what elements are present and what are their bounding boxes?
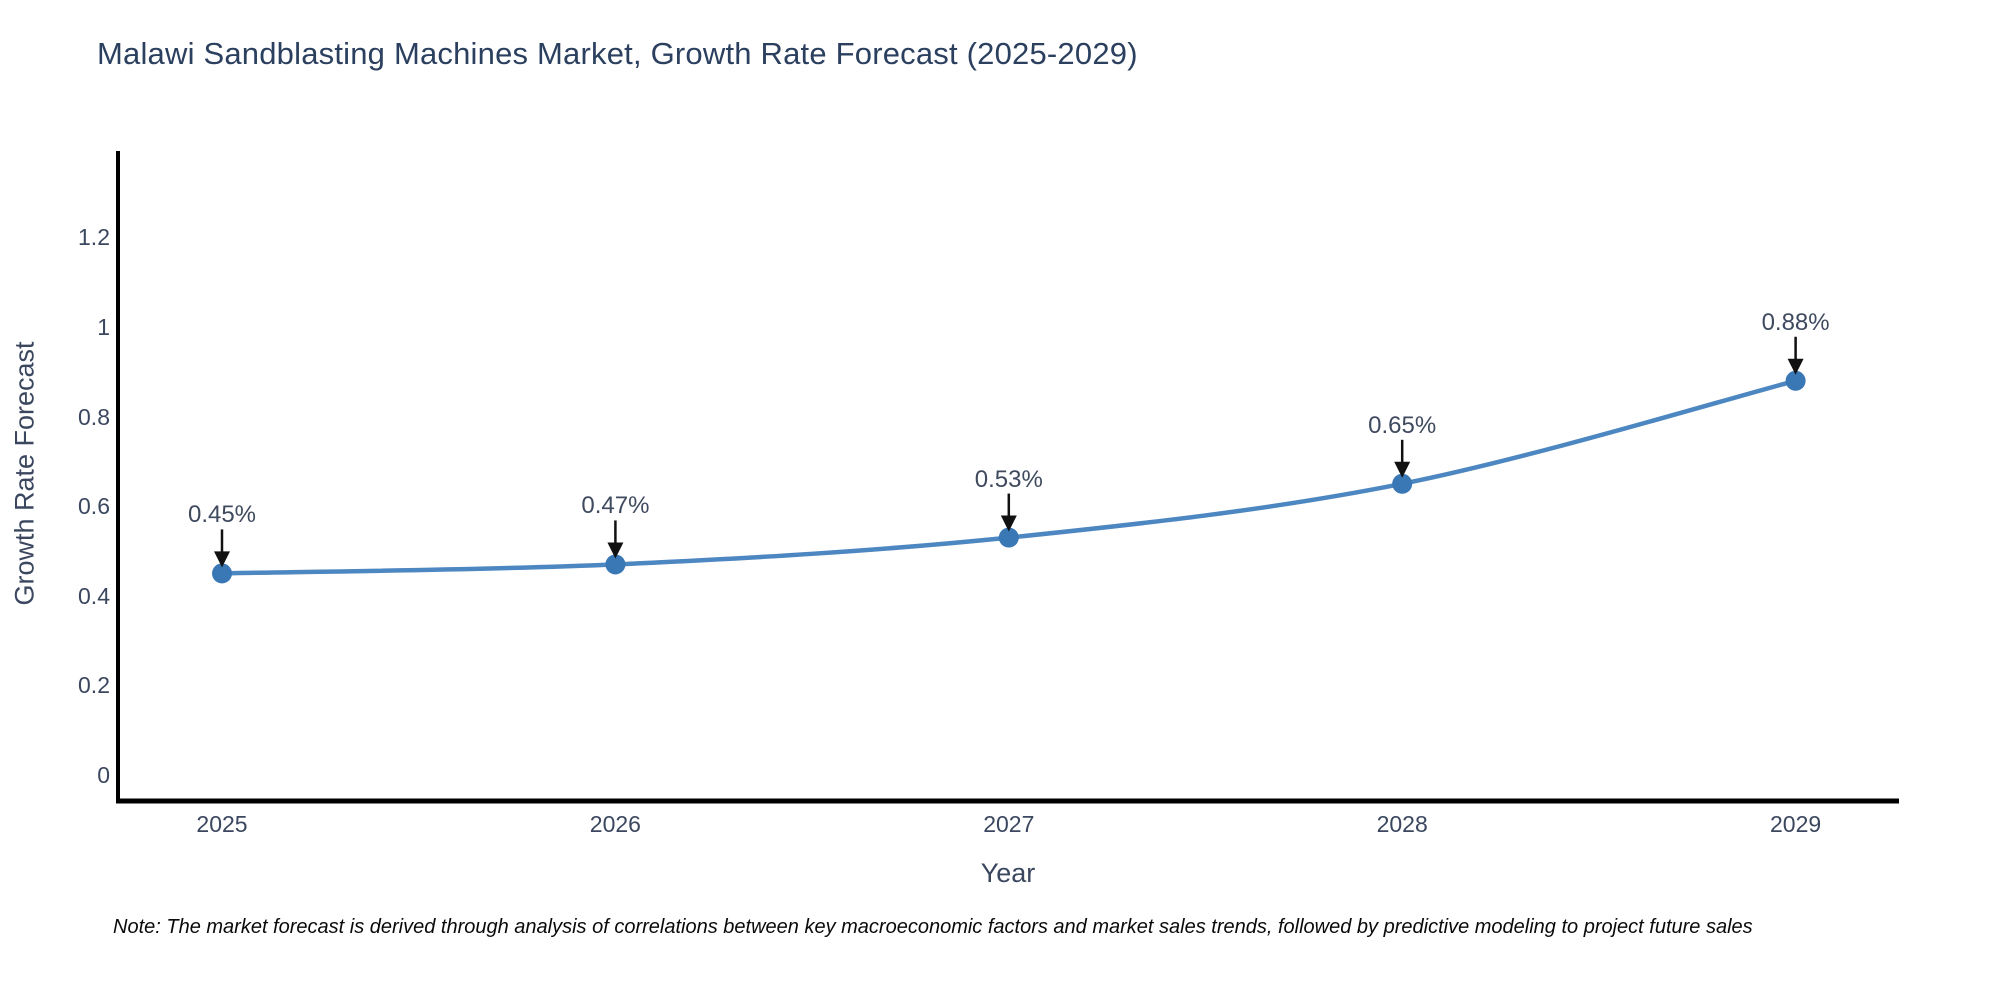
point-value-label: 0.53% [974, 465, 1043, 493]
y-tick-label: 1.2 [78, 224, 110, 251]
point-value-label: 0.65% [1368, 411, 1437, 439]
annotation-arrow-head [1000, 515, 1017, 532]
data-point-marker [212, 563, 232, 584]
y-axis-title: Growth Rate Forecast [9, 341, 40, 606]
annotation-arrow-head [214, 551, 230, 568]
x-tick-label: 2028 [1376, 811, 1428, 837]
y-tick-label: 0.6 [78, 493, 110, 520]
point-value-label: 0.45% [187, 501, 257, 529]
annotation-arrow-head [1394, 461, 1411, 478]
x-axis-title: Year [980, 858, 1036, 888]
annotation-arrow-head [1787, 358, 1804, 375]
x-tick-label: 2026 [589, 811, 641, 837]
y-tick-label: 1 [97, 314, 110, 340]
chart-note: Note: The market forecast is derived thr… [113, 916, 1753, 938]
annotation-arrow-head [607, 542, 624, 559]
point-value-label: 0.88% [1761, 308, 1830, 336]
y-tick-label: 0.4 [78, 582, 110, 609]
data-point-marker [605, 554, 626, 575]
y-tick-label: 0 [97, 762, 110, 788]
y-tick-label: 0.8 [78, 403, 110, 430]
x-tick-label: 2027 [983, 811, 1035, 837]
x-tick-label: 2025 [196, 811, 248, 837]
point-value-label: 0.47% [581, 492, 650, 520]
chart-title: Malawi Sandblasting Machines Market, Gro… [97, 36, 1138, 71]
y-tick-label: 0.2 [78, 672, 110, 699]
data-point-marker [1785, 370, 1806, 391]
x-tick-label: 2029 [1770, 811, 1822, 837]
data-point-marker [1392, 473, 1413, 494]
data-point-marker [998, 527, 1019, 548]
